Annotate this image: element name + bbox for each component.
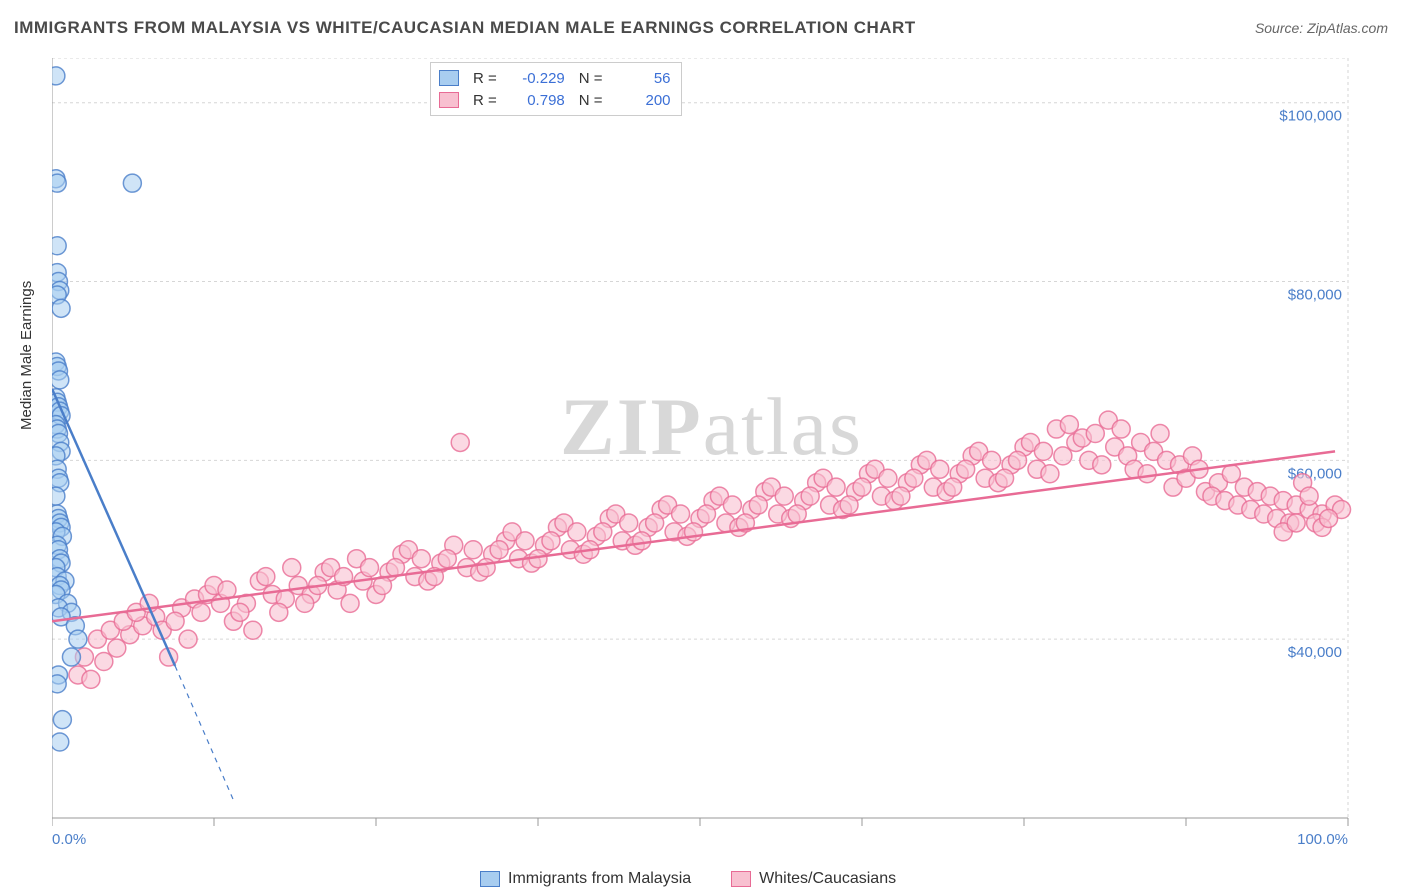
n-label: N = bbox=[579, 70, 603, 87]
legend-swatch-blue bbox=[480, 871, 500, 887]
svg-text:100.0%: 100.0% bbox=[1297, 831, 1348, 848]
r-value-blue: -0.229 bbox=[505, 70, 565, 87]
legend-row-blue: R = -0.229 N = 56 bbox=[439, 67, 671, 89]
svg-text:0.0%: 0.0% bbox=[52, 831, 86, 848]
legend-label-pink: Whites/Caucasians bbox=[759, 870, 896, 888]
svg-text:$40,000: $40,000 bbox=[1288, 644, 1342, 661]
legend-item-pink: Whites/Caucasians bbox=[731, 870, 896, 888]
legend-swatch-pink bbox=[439, 92, 459, 108]
svg-text:$100,000: $100,000 bbox=[1279, 108, 1342, 125]
legend-swatch-blue bbox=[439, 70, 459, 86]
r-label: R = bbox=[473, 92, 497, 109]
legend-row-pink: R = 0.798 N = 200 bbox=[439, 89, 671, 111]
legend-swatch-pink bbox=[731, 871, 751, 887]
series-legend: Immigrants from Malaysia Whites/Caucasia… bbox=[480, 870, 896, 888]
n-value-pink: 200 bbox=[611, 92, 671, 109]
legend-label-blue: Immigrants from Malaysia bbox=[508, 870, 691, 888]
chart-area: $40,000$60,000$80,000$100,0000.0%100.0% bbox=[52, 58, 1392, 848]
scatter-plot-svg: $40,000$60,000$80,000$100,0000.0%100.0% bbox=[52, 58, 1392, 848]
correlation-legend: R = -0.229 N = 56 R = 0.798 N = 200 bbox=[430, 62, 682, 116]
chart-title: IMMIGRANTS FROM MALAYSIA VS WHITE/CAUCAS… bbox=[14, 18, 916, 38]
r-label: R = bbox=[473, 70, 497, 87]
y-axis-label: Median Male Earnings bbox=[18, 281, 35, 430]
n-label: N = bbox=[579, 92, 603, 109]
n-value-blue: 56 bbox=[611, 70, 671, 87]
source-attribution: Source: ZipAtlas.com bbox=[1255, 20, 1388, 36]
legend-item-blue: Immigrants from Malaysia bbox=[480, 870, 691, 888]
svg-text:$80,000: $80,000 bbox=[1288, 287, 1342, 304]
r-value-pink: 0.798 bbox=[505, 92, 565, 109]
